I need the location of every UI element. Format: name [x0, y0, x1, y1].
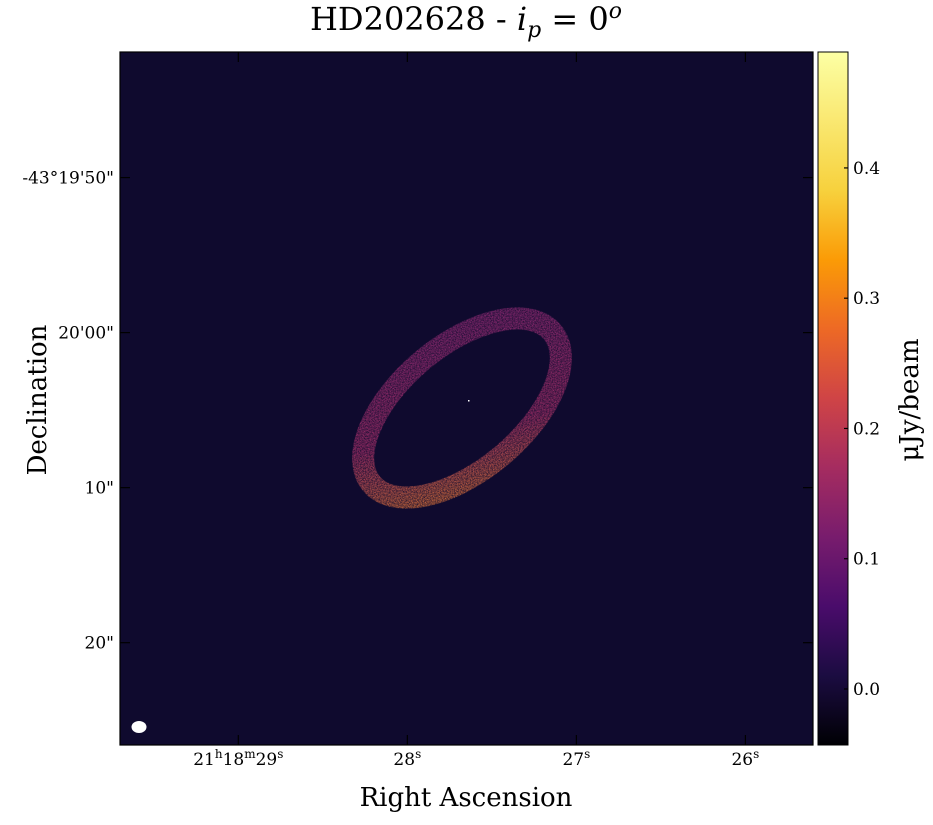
y-tick-label: 10" [85, 479, 114, 499]
x-axis-label: Right Ascension [360, 783, 573, 813]
colorbar-tick-label: 0.0 [853, 680, 880, 700]
x-tick-label: 26s [731, 747, 759, 770]
colorbar-tick-label: 0.3 [853, 289, 880, 309]
image-background [120, 52, 813, 745]
title-text: HD202628 - [310, 0, 517, 38]
x-tick-label: 28s [393, 747, 421, 770]
beam [131, 721, 147, 733]
star [468, 400, 470, 402]
title-eq: = 0 [541, 0, 609, 38]
y-tick-label: -43°19'50" [22, 169, 114, 189]
colorbar-label: μJy/beam [895, 339, 925, 462]
x-tick-label: 27s [562, 747, 590, 770]
title-var: i [517, 0, 527, 38]
y-tick-label: 20" [85, 634, 114, 654]
plot-frame [119, 51, 814, 746]
chart-title: HD202628 - ip = 0o [310, 0, 622, 43]
disk-ring [352, 307, 572, 509]
image-content [131, 307, 572, 733]
x-tick-label: 21h18m29s [193, 747, 283, 770]
title-sub: p [527, 18, 541, 43]
colorbar-tick-label: 0.4 [853, 159, 880, 179]
y-tick-label: 20'00" [58, 324, 114, 344]
y-axis-label: Declination [23, 324, 53, 475]
colorbar-tick-label: 0.2 [853, 419, 880, 439]
title-sup: o [609, 0, 622, 24]
colorbar [817, 51, 849, 746]
colorbar-tick-label: 0.1 [853, 550, 880, 570]
